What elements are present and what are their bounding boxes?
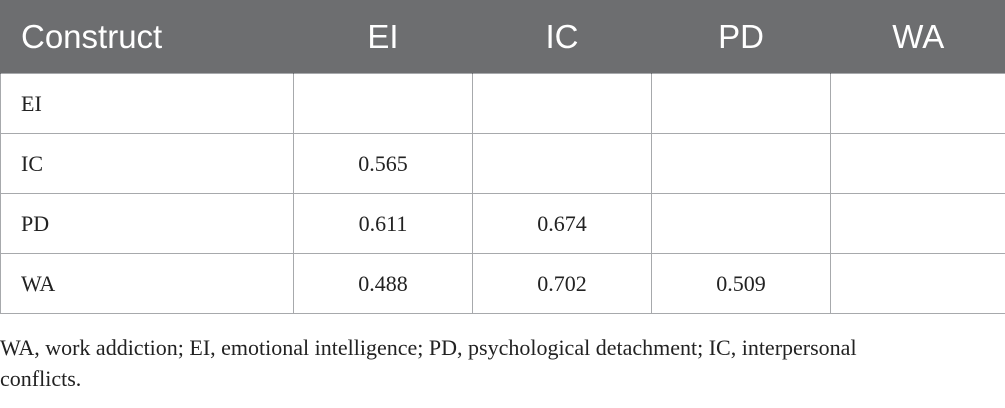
cell [830, 253, 1005, 314]
cell [293, 73, 473, 134]
cell [651, 133, 831, 194]
cell: 0.702 [472, 253, 652, 314]
header-cell: Construct [0, 0, 294, 74]
table-body: EI IC 0.565 PD 0.611 0.674 WA 0.488 0.702 0.509 [0, 73, 1005, 314]
cell [830, 133, 1005, 194]
cell [651, 193, 831, 254]
cell: 0.509 [651, 253, 831, 314]
cell [830, 193, 1005, 254]
header-cell: WA [830, 0, 1005, 74]
header-row: Construct EI IC PD WA [0, 0, 1005, 74]
cell: 0.674 [472, 193, 652, 254]
cell: 0.611 [293, 193, 473, 254]
row-label: IC [0, 133, 294, 194]
footnote: WA, work addiction; EI, emotional intell… [0, 335, 857, 391]
table-row: EI [0, 73, 1005, 134]
table-row: PD 0.611 0.674 [0, 193, 1005, 254]
header-cell: EI [293, 0, 473, 74]
cell [472, 133, 652, 194]
cell: 0.565 [293, 133, 473, 194]
cell: 0.488 [293, 253, 473, 314]
row-label: EI [0, 73, 294, 134]
cell [472, 73, 652, 134]
row-label: WA [0, 253, 294, 314]
cell [651, 73, 831, 134]
table-row: WA 0.488 0.702 0.509 [0, 253, 1005, 314]
row-label: PD [0, 193, 294, 254]
table-row: IC 0.565 [0, 133, 1005, 194]
cell [830, 73, 1005, 134]
table: Construct EI IC PD WA EI IC 0.565 PD 0.611 0.674 W… [0, 0, 1005, 314]
header-cell: IC [472, 0, 652, 74]
header-cell: PD [651, 0, 831, 74]
